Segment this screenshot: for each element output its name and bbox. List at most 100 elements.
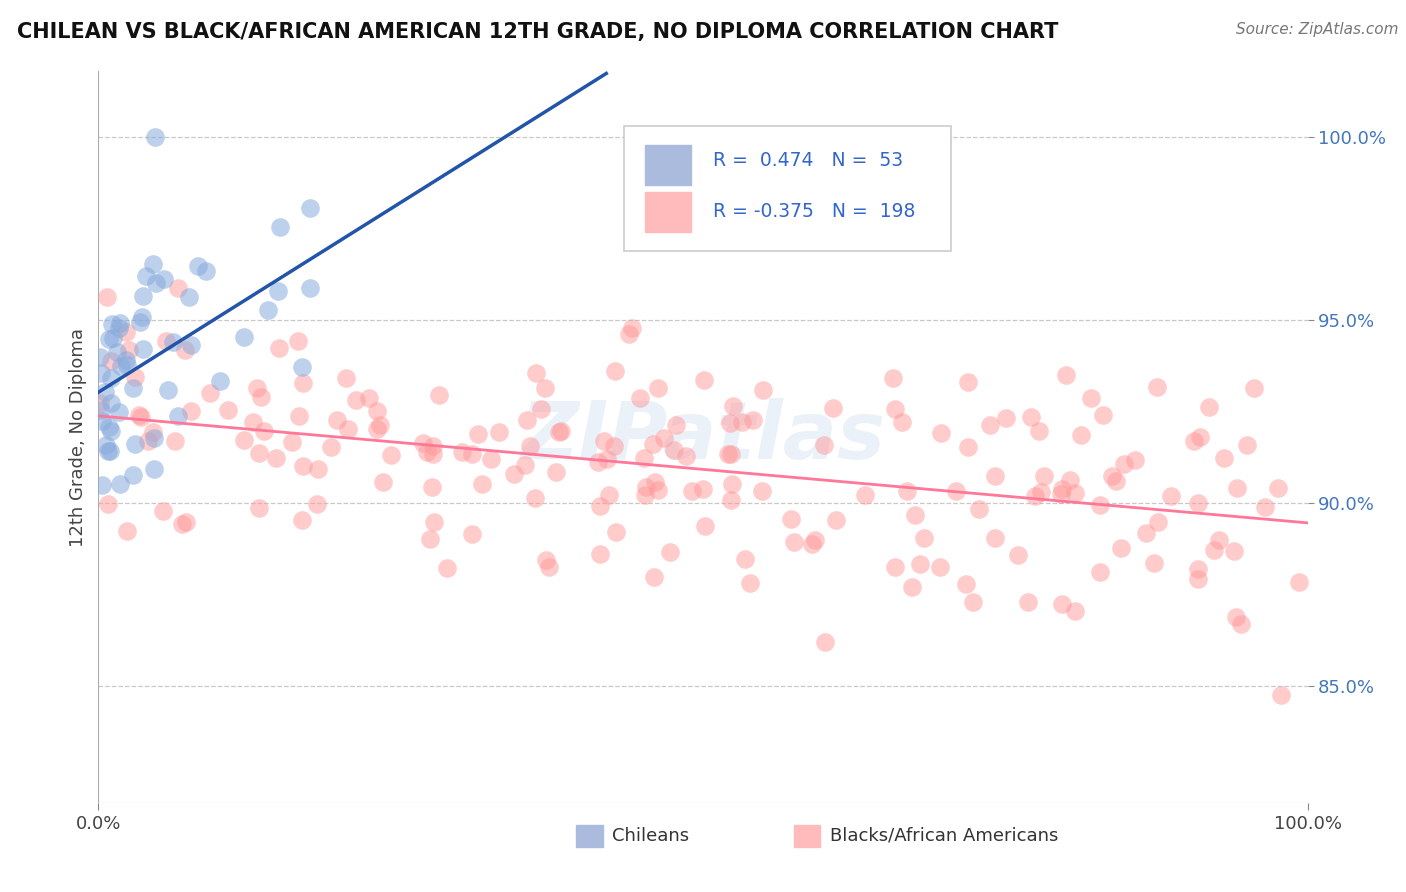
Point	[427, 388, 450, 402]
Point	[1007, 548, 1029, 562]
Point	[603, 364, 626, 378]
Point	[628, 391, 651, 405]
Point	[742, 413, 765, 427]
Point	[595, 452, 617, 467]
Point	[157, 383, 180, 397]
Point	[131, 410, 153, 425]
Point	[634, 480, 657, 494]
Point	[143, 130, 166, 145]
Point	[90, 366, 112, 380]
Bar	[645, 192, 690, 232]
Point	[979, 418, 1001, 433]
Point	[266, 450, 288, 465]
Point	[1050, 483, 1073, 497]
Point	[371, 475, 394, 490]
Text: Blacks/African Americans: Blacks/African Americans	[830, 827, 1059, 845]
Point	[945, 483, 967, 498]
Point	[534, 381, 557, 395]
Point	[1033, 468, 1056, 483]
Point	[1187, 496, 1209, 510]
Point	[269, 219, 291, 234]
Point	[249, 446, 271, 460]
Point	[603, 439, 626, 453]
Point	[731, 416, 754, 430]
Point	[162, 335, 184, 350]
Point	[366, 404, 388, 418]
Point	[955, 576, 977, 591]
Point	[1142, 557, 1164, 571]
Point	[516, 413, 538, 427]
Point	[291, 359, 314, 374]
Point	[1109, 541, 1132, 555]
Point	[1064, 486, 1087, 500]
Point	[110, 477, 132, 491]
Point	[115, 353, 138, 368]
Point	[1270, 688, 1292, 702]
Text: R = -0.375   N =  198: R = -0.375 N = 198	[713, 202, 915, 221]
Point	[1028, 425, 1050, 439]
Point	[233, 434, 256, 448]
Point	[658, 545, 681, 559]
Point	[548, 425, 571, 439]
Bar	[793, 825, 820, 847]
Point	[124, 436, 146, 450]
Point	[177, 290, 200, 304]
Point	[195, 264, 218, 278]
Point	[108, 404, 131, 418]
Point	[380, 448, 402, 462]
Point	[422, 515, 444, 529]
Point	[100, 424, 122, 438]
Point	[208, 374, 231, 388]
Point	[461, 447, 484, 461]
Point	[89, 396, 111, 410]
Point	[823, 401, 845, 416]
Point	[142, 257, 165, 271]
Point	[550, 424, 572, 438]
Point	[643, 569, 665, 583]
Point	[1135, 526, 1157, 541]
Point	[110, 359, 132, 373]
Point	[1188, 430, 1211, 444]
Point	[524, 366, 547, 380]
Point	[1070, 427, 1092, 442]
Point	[110, 316, 132, 330]
Point	[419, 533, 441, 547]
Point	[1202, 543, 1225, 558]
Text: Source: ZipAtlas.com: Source: ZipAtlas.com	[1236, 22, 1399, 37]
Point	[105, 345, 128, 359]
Point	[100, 370, 122, 384]
Point	[299, 201, 322, 215]
Point	[155, 334, 177, 348]
Point	[1088, 498, 1111, 512]
Point	[994, 410, 1017, 425]
Point	[813, 635, 835, 649]
Y-axis label: 12th Grade, No Diploma: 12th Grade, No Diploma	[69, 327, 87, 547]
Point	[267, 284, 290, 298]
Point	[281, 435, 304, 450]
Point	[929, 560, 952, 574]
Point	[101, 317, 124, 331]
Point	[136, 434, 159, 448]
Point	[1088, 565, 1111, 579]
Point	[321, 440, 343, 454]
Point	[605, 524, 627, 539]
Point	[359, 391, 381, 405]
Point	[1267, 481, 1289, 495]
Point	[900, 581, 922, 595]
Point	[173, 343, 195, 358]
Point	[647, 381, 669, 395]
Point	[1105, 474, 1128, 488]
Point	[90, 402, 112, 417]
Point	[128, 408, 150, 422]
Point	[117, 343, 139, 358]
Point	[957, 375, 980, 389]
Point	[908, 557, 931, 571]
Point	[292, 459, 315, 474]
Point	[593, 434, 616, 449]
Point	[644, 475, 666, 489]
Point	[93, 384, 115, 399]
Point	[167, 409, 190, 423]
Point	[957, 440, 980, 454]
Point	[634, 488, 657, 502]
Point	[152, 504, 174, 518]
